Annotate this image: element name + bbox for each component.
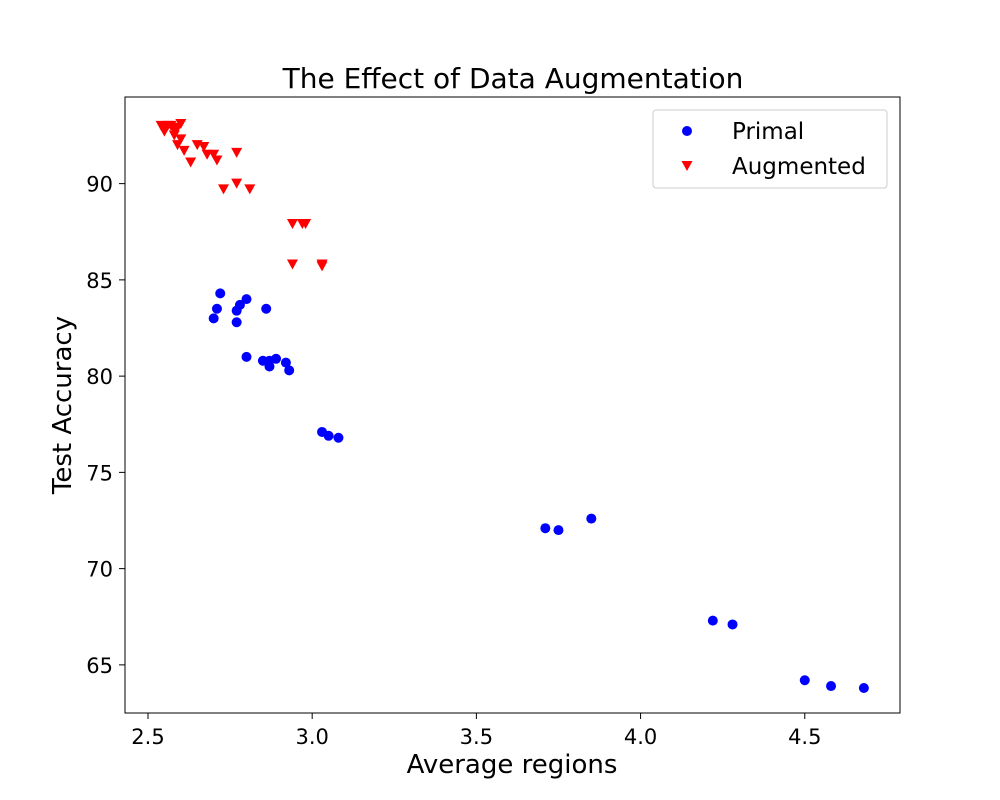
augmented-point (231, 178, 243, 189)
primal-point (333, 432, 344, 443)
legend-marker-primal (682, 126, 692, 136)
augmented-point (286, 219, 298, 230)
points-layer (155, 118, 869, 693)
primal-point (799, 675, 810, 686)
legend-label-augmented: Augmented (732, 154, 866, 180)
x-tick-label: 4.0 (624, 725, 657, 749)
primal-point (727, 619, 738, 630)
x-tick-label: 2.5 (131, 725, 164, 749)
augmented-point (208, 149, 220, 160)
augmented-point (158, 126, 170, 137)
augmented-point (168, 130, 180, 141)
y-tick-label: 90 (86, 173, 113, 197)
x-tick-label: 3.0 (295, 725, 328, 749)
augmented-point (175, 118, 187, 129)
primal-point (215, 288, 226, 299)
augmented-point (244, 184, 256, 195)
primal-point (264, 361, 275, 372)
augmented-point (211, 155, 223, 166)
augmented-point (218, 184, 230, 195)
legend-box (652, 109, 888, 189)
augmented-point (178, 145, 190, 156)
x-tick-label: 3.5 (460, 725, 493, 749)
primal-point (231, 317, 242, 328)
legend-label-primal: Primal (732, 119, 804, 145)
x-axis: 2.5 3.0 3.5 4.0 4.5 (131, 713, 821, 749)
primal-point (826, 681, 837, 692)
augmented-point (286, 259, 298, 270)
primal-point (280, 357, 291, 368)
y-tick-label: 75 (86, 461, 113, 485)
plot-area (124, 96, 901, 714)
y-axis: 65 70 75 80 85 90 (86, 173, 125, 678)
augmented-point (198, 142, 210, 153)
augmented-point (316, 261, 328, 272)
augmented-point (172, 140, 184, 151)
plot-frame (124, 96, 901, 714)
y-tick-label: 85 (86, 269, 113, 293)
augmented-point (175, 134, 187, 145)
primal-point (553, 525, 564, 536)
primal-point (540, 523, 551, 534)
x-tick-label: 4.5 (788, 725, 821, 749)
primal-point (707, 615, 718, 626)
augmented-point (231, 147, 243, 158)
primal-point (271, 353, 282, 364)
legend-marker-augmented (681, 161, 693, 171)
primal-point (241, 294, 252, 305)
primal-point (208, 313, 219, 324)
y-tick-label: 65 (86, 654, 113, 678)
primal-point (858, 682, 869, 693)
primal-point (284, 365, 295, 376)
legend: Primal Augmented (652, 109, 888, 189)
chart-title: The Effect of Data Augmentation (282, 62, 744, 95)
augmented-point (300, 219, 312, 230)
primal-point (586, 513, 597, 524)
x-axis-label: Average regions (407, 750, 618, 780)
augmented-point (185, 157, 197, 168)
primal-point (261, 303, 272, 314)
primal-point (241, 351, 252, 362)
primal-point (211, 303, 222, 314)
primal-point (231, 305, 242, 316)
y-tick-label: 80 (86, 365, 113, 389)
primal-point (323, 430, 334, 441)
y-tick-label: 70 (86, 558, 113, 582)
y-axis-label: Test Accuracy (48, 316, 78, 495)
